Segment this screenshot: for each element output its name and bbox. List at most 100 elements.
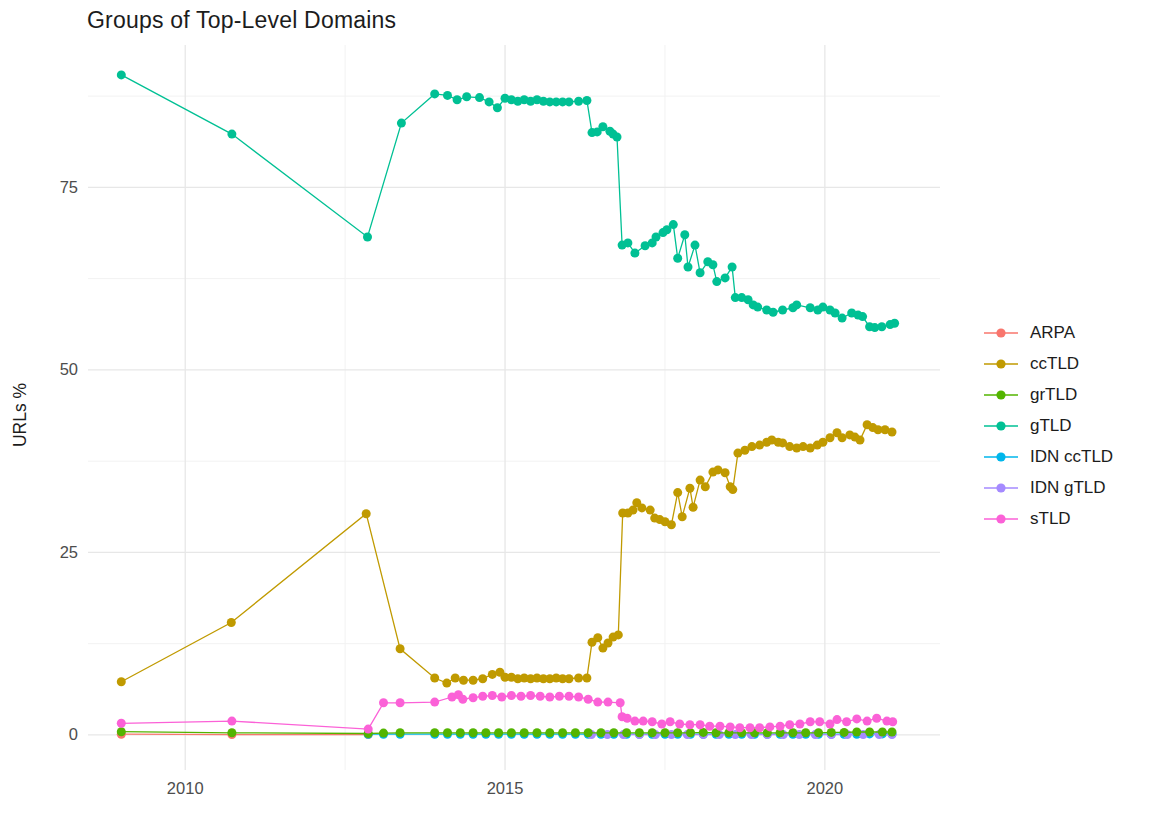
data-point-gtld [623,238,632,247]
x-tick-label: 2020 [807,779,844,797]
x-tick-label: 2015 [487,779,524,797]
legend-dot-cctld [996,359,1005,368]
legend-item-idn-gtld: IDN gTLD [984,472,1113,503]
legend-key-cctld [984,357,1018,371]
data-point-cctld [721,468,730,477]
legend-label-idn-gtld: IDN gTLD [1030,478,1106,498]
data-point-stld [604,698,613,707]
data-point-grtld [379,729,388,738]
data-point-cctld [747,442,756,451]
data-point-grtld [545,728,554,737]
data-point-grtld [661,728,670,737]
data-point-stld [584,695,593,704]
legend-label-cctld: ccTLD [1030,354,1079,374]
data-point-cctld [637,503,646,512]
data-point-stld [639,717,648,726]
data-point-cctld [728,485,737,494]
data-point-cctld [582,674,591,683]
data-point-cctld [469,676,478,685]
data-point-grtld [571,728,580,737]
data-point-stld [536,692,545,701]
data-point-gtld [574,97,583,106]
data-point-cctld [838,433,847,442]
data-point-stld [842,717,851,726]
data-point-stld [430,698,439,707]
data-point-gtld [493,103,502,112]
data-point-cctld [574,674,583,683]
data-point-cctld [685,484,694,493]
data-point-grtld [788,728,797,737]
data-point-stld [776,722,785,731]
data-point-gtld [462,92,471,101]
data-point-cctld [117,677,126,686]
data-point-stld [364,725,373,734]
data-point-cctld [689,503,698,512]
legend-dot-gtld [996,421,1005,430]
data-point-stld [726,722,735,731]
legend-dot-grtld [996,390,1005,399]
data-point-stld [488,691,497,700]
data-point-stld [675,720,684,729]
data-point-gtld [443,91,452,100]
data-point-grtld [686,728,695,737]
data-point-grtld [469,728,478,737]
data-point-stld [623,714,632,723]
data-point-stld [648,717,657,726]
legend-item-idn-cctld: IDN ccTLD [984,441,1113,472]
data-point-stld [852,714,861,723]
data-point-stld [545,693,554,702]
legend-key-arpa [984,326,1018,340]
data-point-cctld [565,674,574,683]
data-point-gtld [691,241,700,250]
data-point-grtld [597,728,606,737]
y-tick-label: 75 [60,178,78,196]
legend-label-stld: sTLD [1030,509,1071,529]
data-point-gtld [475,93,484,102]
data-point-cctld [856,436,865,445]
legend-label-gtld: gTLD [1030,416,1072,436]
series-line-gtld [121,75,894,328]
data-point-grtld [673,728,682,737]
legend-key-gtld [984,419,1018,433]
legend-dot-arpa [996,328,1005,337]
data-point-stld [863,717,872,726]
data-point-stld [657,720,666,729]
data-point-stld [795,720,804,729]
data-point-gtld [117,70,126,79]
legend-item-grtld: grTLD [984,379,1113,410]
data-point-gtld [753,303,762,312]
data-point-cctld [488,670,497,679]
data-point-stld [555,692,564,701]
data-point-stld [396,698,405,707]
data-point-stld [469,693,478,702]
legend-item-stld: sTLD [984,503,1113,534]
data-point-grtld [801,728,810,737]
data-point-gtld [630,249,639,258]
data-point-cctld [430,674,439,683]
data-point-stld [458,695,467,704]
data-point-gtld [806,303,815,312]
legend-dot-idn-cctld [996,452,1005,461]
data-point-stld [888,717,897,726]
data-point-stld [872,714,881,723]
data-point-grtld [814,728,823,737]
data-point-gtld [673,254,682,263]
data-point-stld [379,698,388,707]
data-point-stld [478,692,487,701]
data-point-gtld [565,97,574,106]
data-point-grtld [117,727,126,736]
data-point-grtld [481,728,490,737]
data-point-grtld [456,728,465,737]
data-point-stld [746,723,755,732]
data-point-grtld [622,728,631,737]
legend-key-stld [984,512,1018,526]
data-point-stld [785,720,794,729]
data-point-gtld [485,97,494,106]
data-point-cctld [701,482,710,491]
data-point-gtld [363,233,372,242]
data-point-stld [517,692,526,701]
data-point-gtld [792,300,801,309]
data-point-cctld [459,676,468,685]
data-point-stld [735,723,744,732]
data-point-cctld [667,520,676,529]
